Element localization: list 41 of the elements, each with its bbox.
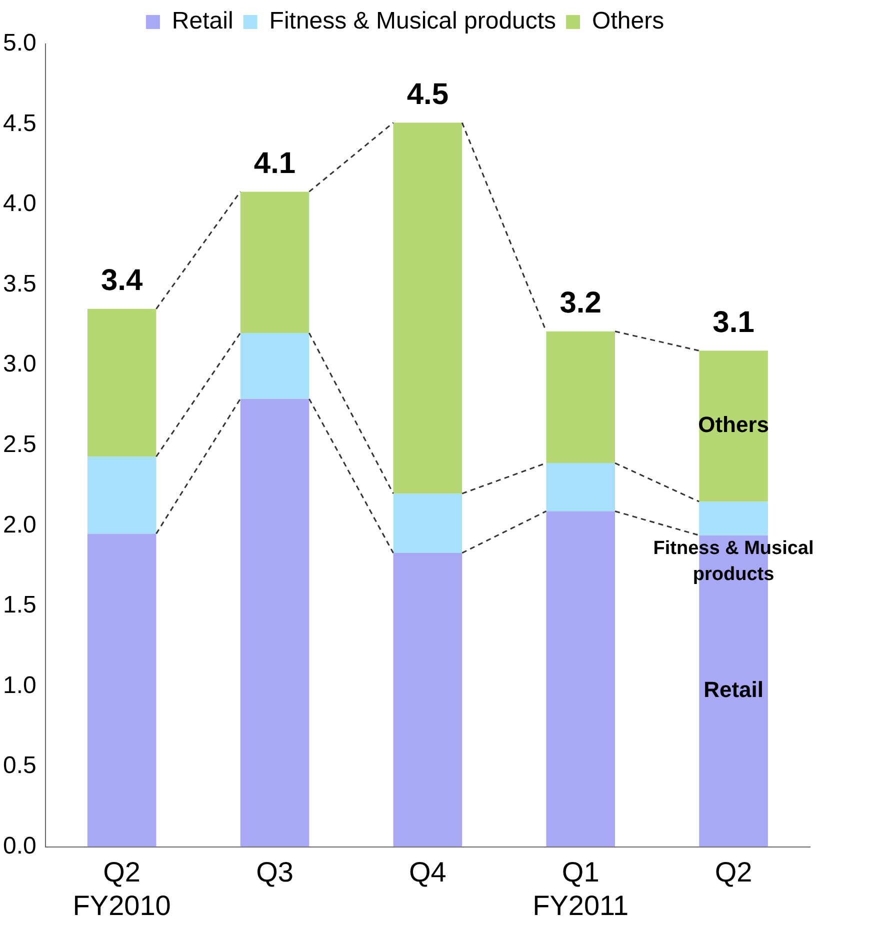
y-tick-label: 1.0 — [2, 672, 36, 699]
bar — [393, 122, 462, 494]
total-label: 3.4 — [100, 264, 143, 298]
annotation: Fitness & Musical products — [653, 538, 814, 585]
x-tick-label: Q4 — [409, 856, 446, 888]
y-tick-label: 5.0 — [2, 30, 36, 57]
x-tick-label: Q2 FY2010 — [72, 856, 171, 921]
bar — [393, 552, 462, 847]
y-tick-label: 3.0 — [2, 350, 36, 378]
bar — [393, 494, 462, 553]
bar — [240, 398, 310, 847]
y-tick-label: 3.5 — [2, 270, 36, 298]
bar — [699, 350, 768, 502]
legend-label: Fitness & Musical products — [269, 8, 556, 35]
y-tick-label: 2.5 — [2, 431, 36, 458]
total-label: 4.1 — [254, 146, 296, 180]
y-tick-label: 4.0 — [2, 190, 36, 218]
x-tick-label: Q1 FY2011 — [532, 856, 629, 921]
bar — [546, 331, 616, 464]
y-tick-label: 4.5 — [2, 110, 36, 137]
annotation: Retail — [704, 677, 764, 702]
y-tick-label: 1.5 — [2, 592, 36, 619]
bar — [240, 333, 310, 399]
x-tick-label: Q3 — [256, 856, 294, 888]
bar — [87, 308, 156, 457]
y-tick-label: 0.5 — [2, 752, 36, 780]
total-label: 3.1 — [712, 306, 754, 339]
bar — [87, 534, 156, 847]
bar — [699, 502, 768, 536]
x-tick-label: Q2 — [714, 856, 752, 888]
total-label: 3.2 — [560, 286, 602, 320]
bar — [240, 192, 310, 334]
legend-label: Retail — [172, 8, 234, 35]
total-label: 4.5 — [406, 78, 449, 111]
legend-label: Others — [592, 8, 664, 35]
y-tick-label: 2.0 — [2, 511, 36, 538]
bar — [546, 511, 616, 847]
y-tick-label: 0.0 — [2, 832, 36, 860]
annotation: Others — [698, 412, 769, 438]
bar — [546, 463, 616, 512]
bar — [87, 456, 156, 534]
